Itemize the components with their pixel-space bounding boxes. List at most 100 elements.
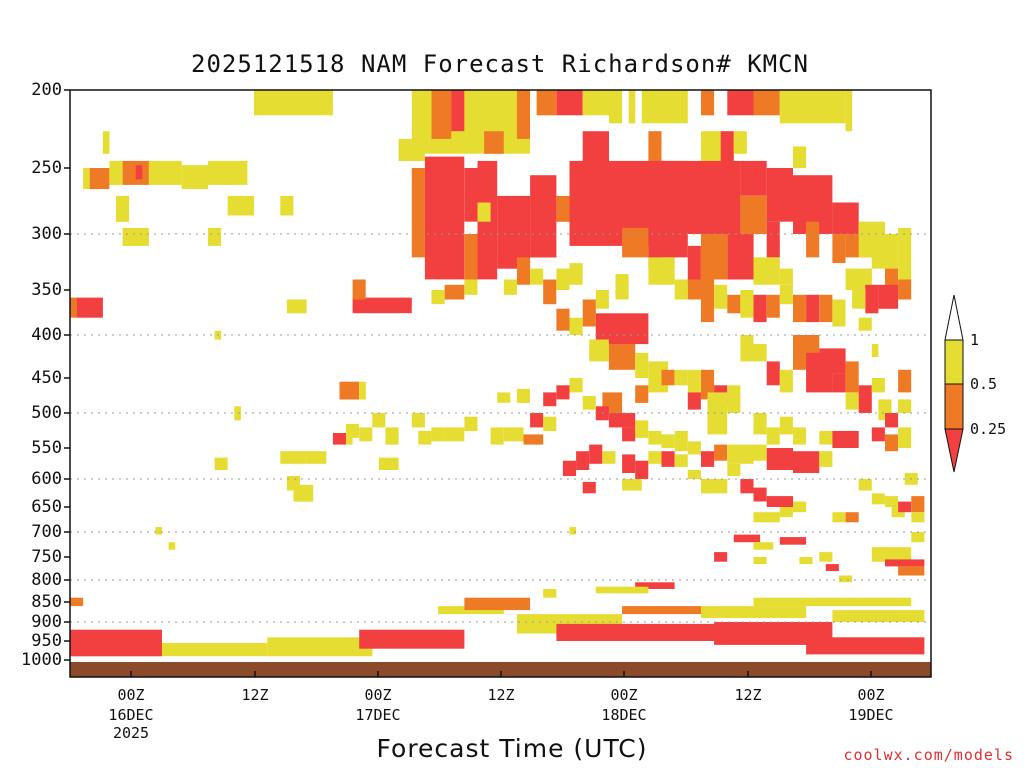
ri-cell: [516, 90, 530, 139]
legend-label: 1: [970, 331, 980, 349]
ri-cell: [845, 392, 859, 410]
ri-cell: [628, 90, 636, 124]
y-tick-label: 650: [31, 497, 62, 517]
ri-cell: [845, 90, 853, 132]
ri-cell: [608, 90, 622, 124]
ri-cell: [332, 433, 346, 445]
ri-cell: [701, 90, 715, 116]
ri-cell: [832, 430, 859, 448]
ri-cell: [530, 268, 544, 285]
ri-cell: [845, 268, 872, 290]
ri-cell: [661, 227, 688, 258]
ri-cell: [608, 413, 636, 428]
ri-cell: [727, 444, 754, 464]
ri-cell: [582, 90, 609, 116]
ri-cell: [898, 566, 925, 576]
ri-cell: [779, 537, 807, 545]
ri-cell: [543, 279, 557, 305]
x-tick-label: 00Z: [857, 686, 885, 704]
ground-surface: [70, 662, 931, 677]
cell-layer: [70, 90, 925, 657]
ri-cell: [339, 381, 360, 400]
ri-cell: [779, 268, 793, 285]
ri-cell: [885, 434, 899, 452]
ri-cell: [661, 434, 675, 448]
x-tick-label: 00Z: [364, 686, 392, 704]
ri-cell: [871, 378, 885, 393]
ri-cell: [779, 507, 793, 518]
ri-cell: [359, 427, 373, 442]
ri-cell: [418, 430, 432, 445]
ri-surface-band: [635, 582, 675, 589]
legend-label: 0.5: [970, 375, 998, 393]
y-tick-label: 400: [31, 325, 62, 345]
ri-cell: [648, 131, 662, 161]
ri-cell: [852, 290, 866, 309]
ri-cell: [733, 534, 761, 543]
ri-cell: [687, 369, 701, 393]
ri-cell: [411, 413, 425, 428]
ri-cell: [766, 294, 780, 318]
ri-cell: [793, 501, 807, 513]
ri-cell: [753, 487, 767, 502]
ri-cell: [661, 369, 675, 386]
ri-cell: [740, 335, 754, 362]
ri-cell: [280, 195, 294, 216]
ri-surface-band: [622, 606, 701, 615]
ri-cell: [254, 90, 333, 116]
y-tick-label: 300: [31, 224, 62, 244]
ri-cell: [885, 413, 899, 428]
ri-cell: [819, 430, 833, 445]
ri-cell: [819, 552, 833, 562]
legend-label: 0.25: [970, 420, 1007, 438]
ri-cell: [727, 90, 754, 116]
ri-cell: [516, 257, 530, 285]
ri-cell: [825, 564, 839, 571]
ri-cell: [109, 160, 123, 185]
ri-cell: [727, 463, 741, 476]
ri-cell: [576, 451, 590, 470]
ri-cell: [720, 131, 734, 161]
ri-cell: [819, 451, 833, 467]
ri-cell: [648, 257, 675, 285]
ri-cell: [714, 552, 728, 562]
ri-cell: [497, 392, 511, 403]
ri-cell: [89, 168, 110, 190]
ri-cell: [766, 448, 793, 470]
legend-cap-bottom: [944, 428, 964, 473]
x-tick-label: 12Z: [487, 686, 515, 704]
ri-cell: [293, 484, 314, 502]
ri-cell: [352, 297, 412, 314]
ri-cell: [431, 427, 445, 442]
ri-cell: [168, 542, 176, 550]
ri-cell: [431, 290, 445, 305]
ri-surface-band: [162, 642, 268, 657]
ri-cell: [878, 284, 899, 309]
ri-cell: [832, 234, 846, 264]
ri-cell: [497, 195, 531, 269]
ri-cell: [464, 416, 478, 431]
ri-cell: [707, 413, 728, 435]
ri-cell: [740, 479, 754, 494]
ri-cell: [306, 451, 327, 464]
ri-cell: [806, 221, 820, 258]
ri-cell: [484, 131, 504, 154]
ri-surface-band: [70, 629, 162, 657]
ri-cell: [806, 294, 820, 323]
ri-cell: [385, 427, 399, 445]
ri-cell: [687, 470, 701, 479]
ri-cell: [779, 416, 793, 435]
ri-cell: [753, 557, 767, 565]
ri-cell: [707, 392, 728, 413]
ri-cell: [503, 279, 517, 295]
legend-swatch-mid: [944, 383, 964, 430]
y-tick-label: 1000: [21, 650, 62, 670]
ri-cell: [858, 479, 872, 491]
ri-cell: [911, 496, 925, 513]
ri-cell: [582, 481, 596, 494]
ri-cell: [378, 457, 399, 470]
ri-cell: [464, 234, 478, 280]
ri-cell: [431, 90, 452, 139]
ri-cell: [766, 427, 780, 445]
ri-cell: [727, 234, 754, 280]
